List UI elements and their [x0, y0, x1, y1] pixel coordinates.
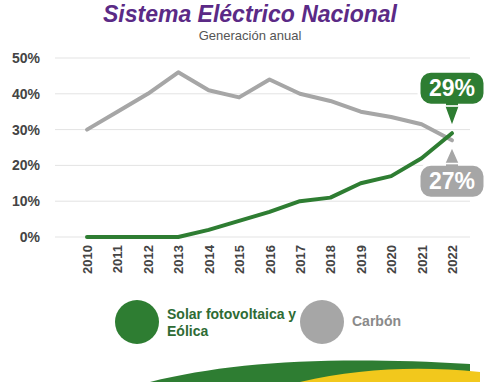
grid-line — [55, 93, 470, 94]
y-tick-label: 30% — [12, 122, 41, 138]
series-group — [87, 72, 452, 237]
x-tick-label: 2017 — [293, 245, 308, 274]
chart-svg: Sistema Eléctrico NacionalGeneración anu… — [0, 0, 500, 382]
x-tick-label: 2018 — [323, 245, 338, 274]
callout-pointer — [444, 105, 460, 127]
x-tick-label: 2012 — [141, 245, 156, 274]
y-tick-label: 40% — [12, 86, 41, 102]
decor-swoosh — [300, 369, 480, 382]
y-tick-label: 20% — [12, 157, 41, 173]
series-line — [87, 133, 452, 237]
grid-line — [55, 129, 470, 130]
y-tick-label: 0% — [20, 229, 41, 245]
x-tick-label: 2022 — [445, 245, 460, 274]
title: Sistema Eléctrico Nacional — [103, 1, 398, 27]
callout-box — [419, 164, 485, 198]
x-tick-label: 2019 — [354, 245, 369, 274]
x-tick-label: 2010 — [80, 245, 95, 274]
callout-join — [446, 164, 458, 167]
callout-box — [419, 71, 485, 105]
annotation: 29% — [429, 75, 475, 101]
x-tick-label: 2011 — [110, 245, 125, 273]
grid-line — [55, 201, 470, 202]
legend-label: Carbón — [352, 313, 452, 330]
legend-swatch — [300, 300, 344, 344]
x-tick-label: 2020 — [384, 245, 399, 274]
legend-label: Solar fotovoltaica y Eólica — [167, 306, 307, 340]
x-tick-label: 2015 — [232, 245, 247, 274]
annotation: 27% — [429, 168, 475, 194]
callout-pointer — [444, 146, 460, 164]
subtitle: Generación anual — [199, 28, 302, 43]
legend-swatch — [115, 300, 159, 344]
series-line — [87, 72, 452, 140]
grid-line — [55, 58, 470, 59]
x-tick-label: 2013 — [171, 245, 186, 274]
chart-root: Sistema Eléctrico NacionalGeneración anu… — [0, 0, 500, 382]
x-tick-label: 2016 — [263, 245, 278, 274]
x-tick-label: 2014 — [202, 244, 217, 274]
y-tick-label: 10% — [12, 193, 41, 209]
y-tick-label: 50% — [12, 50, 41, 66]
x-tick-label: 2021 — [415, 245, 430, 274]
callout-join — [446, 102, 458, 105]
